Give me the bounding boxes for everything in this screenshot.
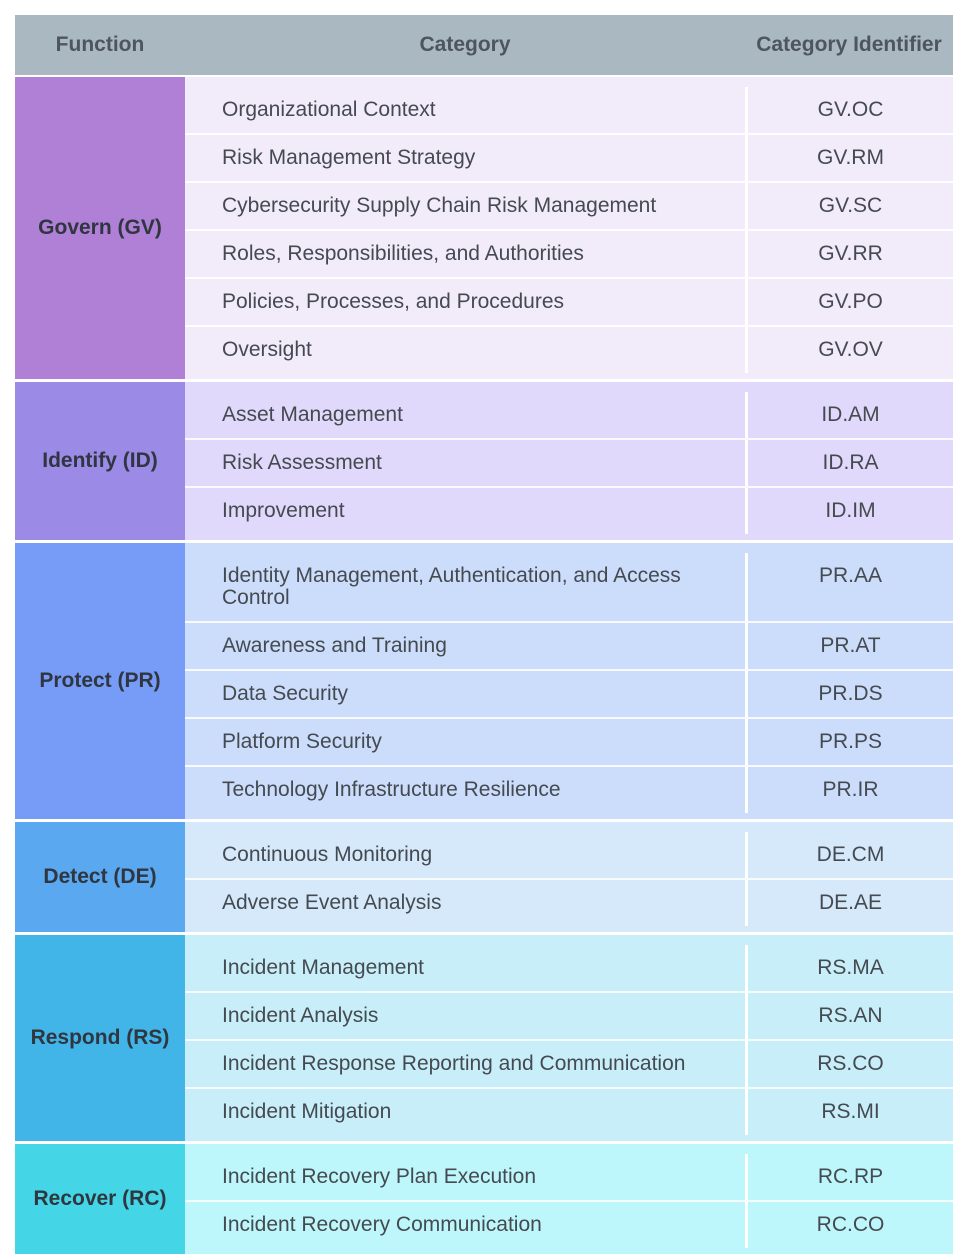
category-row: Asset Management ID.AM: [185, 392, 953, 440]
category-rows: Continuous Monitoring DE.CM Adverse Event …: [185, 822, 953, 932]
header-cell: Function: [55, 33, 145, 56]
identifier-cell: GV.OC: [745, 87, 953, 133]
category-cell: Cybersecurity Supply Chain Risk Manageme…: [222, 194, 657, 217]
category-row: Data Security PR.DS: [185, 671, 953, 719]
category-row: Incident Recovery Communication RC.CO: [185, 1202, 953, 1248]
category-rows: Identity Management, Authentication, and…: [185, 543, 953, 819]
category-cell: Oversight: [222, 338, 312, 361]
function-group: Detect (DE) Continuous Monitoring DE.CM Adv…: [15, 822, 953, 935]
category-rows: Asset Management ID.AM Risk Assessment ID.R…: [185, 382, 953, 540]
identifier-cell: ID.IM: [745, 488, 953, 534]
category-cell: Organizational Context: [222, 98, 436, 121]
category-row: Incident Recovery Plan Execution RC.RP: [185, 1154, 953, 1202]
category-row: Policies, Processes, and Procedures GV.PO: [185, 279, 953, 327]
identifier-cell: RS.MA: [745, 945, 953, 991]
category-row: Incident Mitigation RS.MI: [185, 1089, 953, 1135]
identifier-cell: PR.DS: [745, 671, 953, 717]
header-cell: Category Identifier: [756, 33, 942, 56]
identifier-cell: PR.IR: [745, 767, 953, 813]
category-rows: Organizational Context GV.OC Risk Manageme…: [185, 77, 953, 379]
function-cell: Recover (RC): [15, 1144, 185, 1254]
function-cell: Identify (ID): [15, 382, 185, 540]
category-cell: Identity Management, Authentication, and…: [222, 564, 681, 609]
category-row: Adverse Event Analysis DE.AE: [185, 880, 953, 926]
identifier-cell: RC.RP: [745, 1154, 953, 1200]
header-cell: Category: [419, 33, 511, 56]
identifier-cell: RS.MI: [745, 1089, 953, 1135]
category-cell: Incident Management: [222, 956, 424, 979]
identifier-cell: ID.AM: [745, 392, 953, 438]
function-cell: Protect (PR): [15, 543, 185, 819]
identifier-cell: GV.RR: [745, 231, 953, 277]
category-cell: Awareness and Training: [222, 634, 447, 657]
function-group: Protect (PR) Identity Management, Authent…: [15, 543, 953, 822]
category-row: Technology Infrastructure Resilience PR.I…: [185, 767, 953, 813]
category-cell: Adverse Event Analysis: [222, 891, 442, 914]
function-group: Respond (RS) Incident Management RS.MA Inci…: [15, 935, 953, 1144]
category-row: Incident Response Reporting and Communic…: [185, 1041, 953, 1089]
category-row: Roles, Responsibilities, and Authorities…: [185, 231, 953, 279]
category-cell: Data Security: [222, 682, 349, 705]
category-cell: Policies, Processes, and Procedures: [222, 290, 564, 313]
category-cell: Incident Recovery Plan Execution: [222, 1165, 537, 1188]
category-rows: Incident Recovery Plan Execution RC.RP Inc…: [185, 1144, 953, 1254]
category-row: Platform Security PR.PS: [185, 719, 953, 767]
category-row: Risk Assessment ID.RA: [185, 440, 953, 488]
category-cell: Improvement: [222, 499, 345, 522]
function-cell: Detect (DE): [15, 822, 185, 932]
identifier-cell: GV.PO: [745, 279, 953, 325]
identifier-cell: DE.AE: [745, 880, 953, 926]
category-cell: Incident Recovery Communication: [222, 1213, 542, 1236]
category-row: Organizational Context GV.OC: [185, 87, 953, 135]
identifier-cell: PR.AT: [745, 623, 953, 669]
category-row: Continuous Monitoring DE.CM: [185, 832, 953, 880]
identifier-cell: PR.PS: [745, 719, 953, 765]
category-cell: Continuous Monitoring: [222, 843, 433, 866]
identifier-cell: GV.OV: [745, 327, 953, 373]
category-cell: Incident Response Reporting and Communic…: [222, 1052, 686, 1075]
function-group: Identify (ID) Asset Management ID.AM Risk A…: [15, 382, 953, 543]
header-row: Function Category Category Identifier: [15, 15, 953, 77]
function-cell: Respond (RS): [15, 935, 185, 1141]
category-cell: Roles, Responsibilities, and Authorities: [222, 242, 584, 265]
category-cell: Asset Management: [222, 403, 403, 426]
identifier-cell: PR.AA: [745, 553, 953, 621]
identifier-cell: DE.CM: [745, 832, 953, 878]
page: {"header": {"columns": ["Function", "Cat…: [15, 15, 953, 1254]
identifier-cell: RS.AN: [745, 993, 953, 1039]
identifier-cell: ID.RA: [745, 440, 953, 486]
identifier-cell: GV.RM: [745, 135, 953, 181]
category-row: Incident Analysis RS.AN: [185, 993, 953, 1041]
category-row: Risk Management Strategy GV.RM: [185, 135, 953, 183]
category-cell: Incident Mitigation: [222, 1100, 392, 1123]
category-rows: Incident Management RS.MA Incident Analysi…: [185, 935, 953, 1141]
category-row: Incident Management RS.MA: [185, 945, 953, 993]
category-cell: Platform Security: [222, 730, 382, 753]
function-cell: Govern (GV): [15, 77, 185, 379]
category-row: Identity Management, Authentication, and…: [185, 553, 953, 623]
category-cell: Incident Analysis: [222, 1004, 379, 1027]
category-cell: Risk Assessment: [222, 451, 382, 474]
category-cell: Risk Management Strategy: [222, 146, 476, 169]
identifier-cell: GV.SC: [745, 183, 953, 229]
identifier-cell: RC.CO: [745, 1202, 953, 1248]
table: Function Category Category Identifier Go…: [15, 15, 953, 1257]
category-row: Oversight GV.OV: [185, 327, 953, 373]
identifier-cell: RS.CO: [745, 1041, 953, 1087]
function-group: Govern (GV) Organizational Context GV.OC Ri…: [15, 77, 953, 382]
category-row: Awareness and Training PR.AT: [185, 623, 953, 671]
category-cell: Technology Infrastructure Resilience: [222, 778, 561, 801]
category-row: Cybersecurity Supply Chain Risk Manageme…: [185, 183, 953, 231]
function-group: Recover (RC) Incident Recovery Plan Execu…: [15, 1144, 953, 1257]
category-row: Improvement ID.IM: [185, 488, 953, 534]
